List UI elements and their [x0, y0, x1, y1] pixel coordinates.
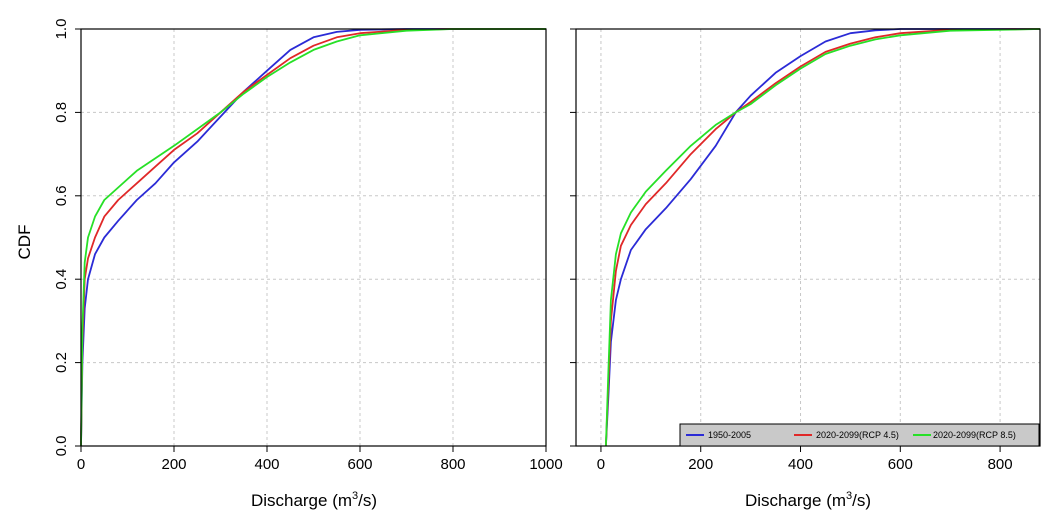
right-series-line-1950 [605, 28, 1040, 447]
left-x-tick-label-4: 800 [440, 456, 465, 473]
legend-box [679, 423, 1040, 447]
left-x-tick-label-0: 0 [77, 456, 85, 473]
left-y-tick-label-0: 0.0 [53, 436, 70, 457]
x-axis-label-right-tail: /s) [852, 491, 871, 510]
right-x-tick-label-0: 0 [597, 456, 605, 473]
x-axis-label-left: Discharge (m3/s) [251, 490, 377, 510]
x-axis-label-left-sup: 3 [352, 490, 358, 502]
x-axis-label-left-main: Discharge (m [251, 491, 352, 510]
left-x-tick-label-1: 200 [161, 456, 186, 473]
y-axis-label: CDF [15, 225, 34, 260]
left-x-tick-label-2: 400 [254, 456, 279, 473]
left-series-line-rcp85 [80, 28, 546, 447]
x-axis-label-right-main: Discharge (m [745, 491, 846, 510]
left-y-tick-label-1: 0.2 [53, 352, 70, 373]
legend-label-rcp45: 2020-2099(RCP 4.5) [816, 430, 899, 440]
right-x-tick-label-4: 800 [988, 456, 1013, 473]
legend-label-rcp85: 2020-2099(RCP 8.5) [933, 430, 1016, 440]
right-plot-frame [575, 28, 1041, 447]
left-panel: 0 200 400 600 800 1000 0.0 0.2 0.4 0.6 0.8 1.0 [53, 19, 563, 473]
legend: 1950-2005 2020-2099(RCP 4.5) 2020-2099(R… [679, 423, 1040, 447]
left-y-tick-label-5: 1.0 [53, 19, 70, 40]
right-panel: 0 200 400 600 800 [570, 28, 1041, 473]
left-plot-frame [80, 28, 547, 447]
left-y-tick-label-3: 0.6 [53, 185, 70, 206]
x-axis-label-right: Discharge (m3/s) [745, 490, 871, 510]
left-series-line-rcp45 [80, 28, 546, 447]
right-x-tick-label-1: 200 [688, 456, 713, 473]
left-series-line-1950 [80, 28, 546, 447]
left-y-tick-label-4: 0.8 [53, 102, 70, 123]
left-x-tick-label-5: 1000 [529, 456, 562, 473]
left-x-tick-label-3: 600 [347, 456, 372, 473]
left-y-tick-label-2: 0.4 [53, 269, 70, 290]
x-axis-label-right-sup: 3 [846, 490, 852, 502]
right-series-line-rcp85 [605, 28, 1041, 447]
right-x-tick-label-2: 400 [788, 456, 813, 473]
x-axis-label-left-tail: /s) [358, 491, 377, 510]
right-x-tick-label-3: 600 [888, 456, 913, 473]
right-series-line-rcp45 [605, 28, 1041, 447]
legend-label-1950: 1950-2005 [708, 430, 751, 440]
